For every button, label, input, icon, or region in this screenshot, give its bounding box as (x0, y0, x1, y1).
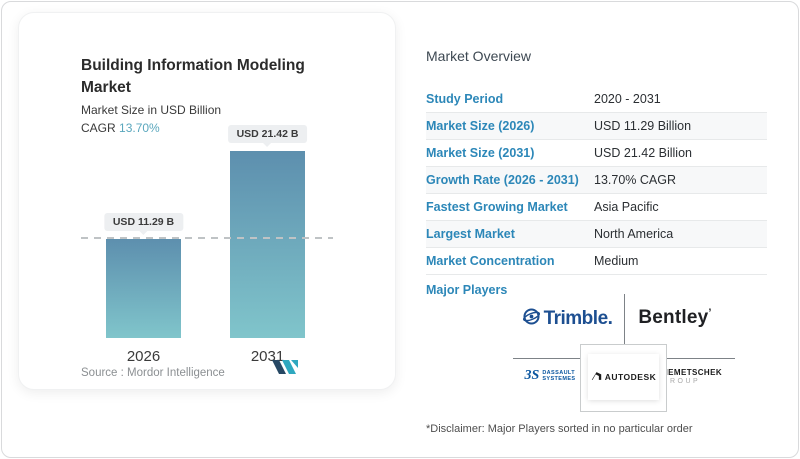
dassault-systemes-logo: 3S DASSAULT SYSTEMES (510, 368, 590, 384)
row-value: North America (594, 227, 674, 241)
nemetschek-logo: NEMETSCHEK GROUP (662, 368, 732, 386)
row-value: 2020 - 2031 (594, 92, 661, 106)
source-line: Source : Mordor Intelligence (81, 367, 225, 379)
bentley-wordmark: Bentley (638, 307, 709, 328)
row-label: Study Period (426, 92, 504, 106)
cagr-value: 13.70% (119, 121, 160, 135)
x-axis-label-2026: 2026 (126, 348, 161, 365)
table-row: Study Period 2020 - 2031 (426, 86, 767, 113)
bar-2026 (106, 239, 181, 338)
chart-subtitle: Market Size in USD Billion (81, 103, 222, 117)
player-connector-vertical-line (624, 294, 625, 344)
market-overview-panel: Market Overview Study Period 2020 - 2031… (412, 2, 784, 457)
row-label: Market Concentration (426, 254, 555, 268)
table-row: Market Concentration Medium (426, 248, 767, 275)
table-row: Market Size (2026) USD 11.29 Billion (426, 113, 767, 140)
chart-title: Building Information Modeling Market (81, 57, 305, 96)
cagr-line: CAGR 13.70% (81, 121, 160, 135)
bentley-logo: Bentley’ (629, 307, 721, 329)
mordor-intelligence-logo-icon (271, 358, 299, 381)
autodesk-a-icon (591, 368, 602, 386)
trimble-wordmark: Trimble. (543, 308, 613, 329)
dashed-gridline (81, 237, 333, 239)
table-row: Fastest Growing Market Asia Pacific (426, 194, 767, 221)
row-value: USD 21.42 Billion (594, 146, 692, 160)
disclaimer-text: *Disclaimer: Major Players sorted in no … (426, 423, 693, 435)
source-name: Mordor Intelligence (127, 367, 225, 379)
major-players-label: Major Players (426, 283, 508, 297)
row-value: Medium (594, 254, 639, 268)
table-row: Market Size (2031) USD 21.42 Billion (426, 140, 767, 167)
nemetschek-group-text: GROUP (662, 378, 701, 385)
row-value: USD 11.29 Billion (594, 119, 692, 133)
row-label: Largest Market (426, 227, 515, 241)
trimble-globe-icon (522, 307, 541, 331)
table-row: Growth Rate (2026 - 2031) 13.70% CAGR (426, 167, 767, 194)
row-label: Market Size (2031) (426, 146, 535, 160)
dassault-wordmark: DASSAULT SYSTEMES (542, 370, 576, 382)
bar-2031 (230, 151, 305, 338)
bar-chart: USD 11.29 B 2026 USD 21.42 B 2031 (19, 125, 395, 365)
table-row: Largest Market North America (426, 221, 767, 248)
panel-title: Market Overview (426, 48, 532, 64)
row-value: Asia Pacific (594, 200, 659, 214)
row-label: Fastest Growing Market (426, 200, 568, 214)
overview-table: Study Period 2020 - 2031 Market Size (20… (426, 86, 767, 275)
bar-column-2031: USD 21.42 B 2031 (227, 125, 308, 365)
trimble-logo: Trimble. (510, 307, 624, 331)
nemetschek-wordmark: NEMETSCHEK (662, 368, 723, 377)
row-label: Market Size (2026) (426, 119, 535, 133)
bar-value-label-2031: USD 21.42 B (227, 125, 308, 143)
autodesk-logo: AUTODESK (588, 354, 659, 400)
bar-column-2026: USD 11.29 B 2026 (103, 128, 184, 365)
autodesk-box: AUTODESK (580, 344, 667, 412)
dassault-3s-icon: 3S (524, 368, 540, 383)
bentley-mark: ’ (708, 307, 712, 319)
autodesk-wordmark: AUTODESK (604, 372, 657, 382)
bar-value-label-2026: USD 11.29 B (103, 213, 184, 231)
chart-card: Building Information Modeling Market Mar… (18, 12, 396, 390)
row-label: Growth Rate (2026 - 2031) (426, 173, 579, 187)
cagr-label: CAGR (81, 121, 116, 135)
source-label: Source : (81, 367, 124, 379)
row-value: 13.70% CAGR (594, 173, 676, 187)
